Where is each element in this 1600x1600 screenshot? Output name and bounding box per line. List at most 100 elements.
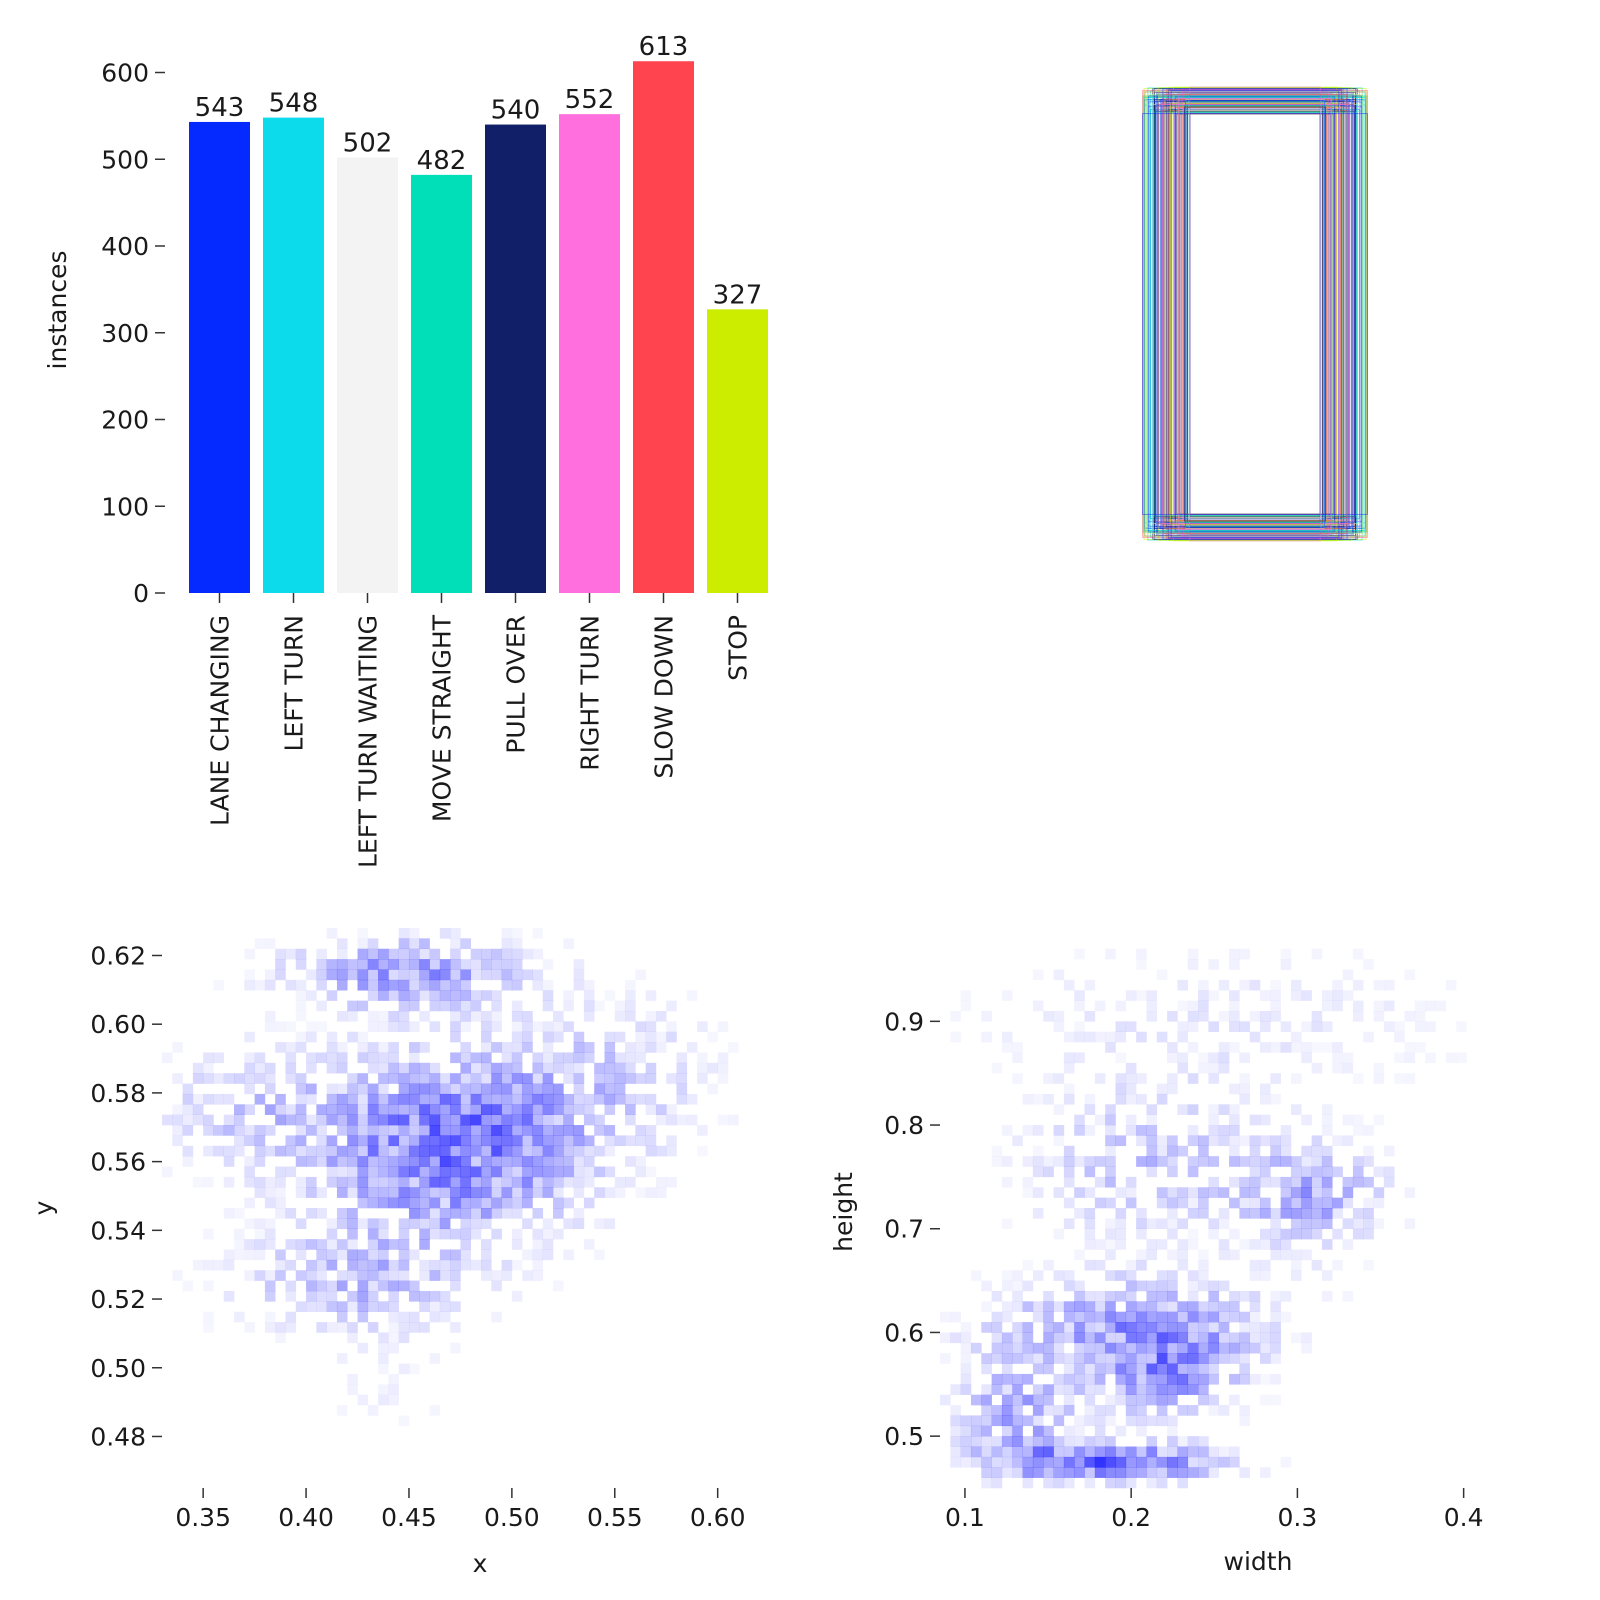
heatmap-cell [1249, 1166, 1261, 1178]
heatmap-cell [470, 1083, 482, 1095]
heatmap-cell [172, 1114, 183, 1126]
heatmap-cell [1177, 1104, 1189, 1115]
heatmap-cell [1053, 1322, 1065, 1333]
heatmap-cell [429, 1021, 441, 1033]
heatmap-cell [244, 1083, 255, 1095]
heatmap-cell [635, 1125, 646, 1136]
heatmap-cell [388, 1021, 399, 1033]
heatmap-cell [450, 1031, 461, 1043]
heatmap-cell [275, 1259, 286, 1271]
heatmap-cell [1311, 948, 1323, 960]
heatmap-cell [1156, 1301, 1168, 1313]
heatmap-cell [1084, 979, 1096, 991]
heatmap-cell [604, 1062, 616, 1074]
heatmap-cell [1270, 1342, 1281, 1354]
heatmap-cell [1063, 979, 1075, 991]
heatmap-cell [481, 1104, 492, 1115]
heatmap-cell [1074, 1187, 1085, 1198]
heatmap-cell [1084, 1218, 1096, 1230]
heatmap-cell [172, 1042, 183, 1053]
heatmap-cell [1198, 1135, 1209, 1147]
heatmap-cell [1043, 1353, 1054, 1364]
heatmap-cell [357, 938, 369, 950]
heatmap-cell [1146, 1239, 1158, 1250]
heatmap-cell [1043, 1010, 1054, 1022]
heatmap-cell [1125, 1467, 1137, 1478]
heatmap-cell [1260, 1270, 1271, 1281]
heatmap-cell [1260, 1395, 1271, 1406]
heatmap-cell [244, 969, 255, 980]
heatmap-cell [408, 979, 420, 991]
heatmap-cell [1022, 1456, 1034, 1468]
heatmap-cell [1032, 1000, 1044, 1012]
heatmap-cell [1094, 1456, 1106, 1468]
heatmap-cell [182, 1145, 194, 1157]
heatmap-cell [1043, 1093, 1054, 1105]
heatmap-cell [1249, 1322, 1261, 1333]
heatmap-cell [316, 1280, 327, 1292]
heatmap-cell [553, 1166, 564, 1178]
heatmap-cell [511, 979, 523, 991]
heatmap-cell [1012, 1322, 1023, 1333]
heatmap-cell [1249, 979, 1261, 991]
heatmap-cell [470, 1010, 482, 1022]
heatmap-cell [1094, 1197, 1106, 1209]
heatmap-cell [1177, 1353, 1189, 1364]
heatmap-cell [1280, 1249, 1292, 1261]
heatmap-cell [192, 1062, 204, 1074]
heatmap-cell [172, 1270, 183, 1281]
heatmap-cell [542, 1166, 554, 1178]
heatmap-cell [635, 1135, 646, 1147]
heatmap-cell [1115, 1239, 1127, 1250]
heatmap-cell [357, 1000, 369, 1012]
heatmap-cell [1125, 1311, 1137, 1323]
heatmap-cell [542, 979, 554, 991]
heatmap-cell [1032, 1270, 1044, 1281]
heatmap-cell [1280, 959, 1292, 970]
heatmap-cell [1198, 1156, 1209, 1167]
heatmap-cell [296, 1011, 307, 1022]
heatmap-cell [1208, 1187, 1220, 1198]
heatmap-cell [1208, 990, 1220, 1001]
heatmap-cell [223, 1073, 235, 1084]
heatmap-cell [285, 1073, 297, 1084]
heatmap-cell [1270, 1145, 1281, 1157]
heatmap-cell [522, 1270, 533, 1281]
heatmap-cell [511, 1073, 523, 1084]
heatmap-cell [1136, 1135, 1147, 1147]
heatmap-cell [1115, 1021, 1127, 1033]
heatmap-cell [1125, 1446, 1137, 1458]
heatmap-cell [336, 938, 348, 950]
heatmap-cell [1404, 1052, 1416, 1064]
heatmap-cell [1084, 1156, 1096, 1167]
heatmap-cell [1012, 1467, 1023, 1478]
heatmap-ytick-label: 0.54 [90, 1216, 146, 1245]
heatmap-cell [408, 1062, 420, 1074]
heatmap-cell [991, 1373, 1003, 1385]
heatmap-cell [501, 1166, 513, 1178]
heatmap-cell [950, 1405, 961, 1416]
heatmap-cell [419, 1187, 430, 1198]
heatmap-cell [367, 1135, 379, 1147]
heatmap-cell [542, 1083, 554, 1095]
heatmap-cell [542, 1156, 554, 1167]
bar-xtick-label: STOP [724, 615, 753, 681]
heatmap-cell [378, 1156, 389, 1167]
heatmap-cell [522, 1010, 533, 1022]
heatmap-cell [1084, 1187, 1096, 1198]
heatmap-cell [1074, 1467, 1085, 1478]
heatmap-cell [470, 1197, 482, 1209]
heatmap-cell [264, 1104, 276, 1115]
heatmap-cell [1280, 1456, 1292, 1468]
heatmap-cell [1094, 1332, 1106, 1344]
heatmap-cell [532, 1156, 544, 1167]
heatmap-cell [1177, 1197, 1189, 1209]
heatmap-cell [950, 1446, 961, 1458]
heatmap-cell [950, 1032, 961, 1043]
heatmap-cell [511, 1176, 523, 1188]
heatmap-cell [1301, 1249, 1312, 1261]
heatmap-cell [398, 1073, 410, 1084]
heatmap-cell [1053, 1373, 1065, 1385]
heatmap-cell [981, 1446, 992, 1458]
